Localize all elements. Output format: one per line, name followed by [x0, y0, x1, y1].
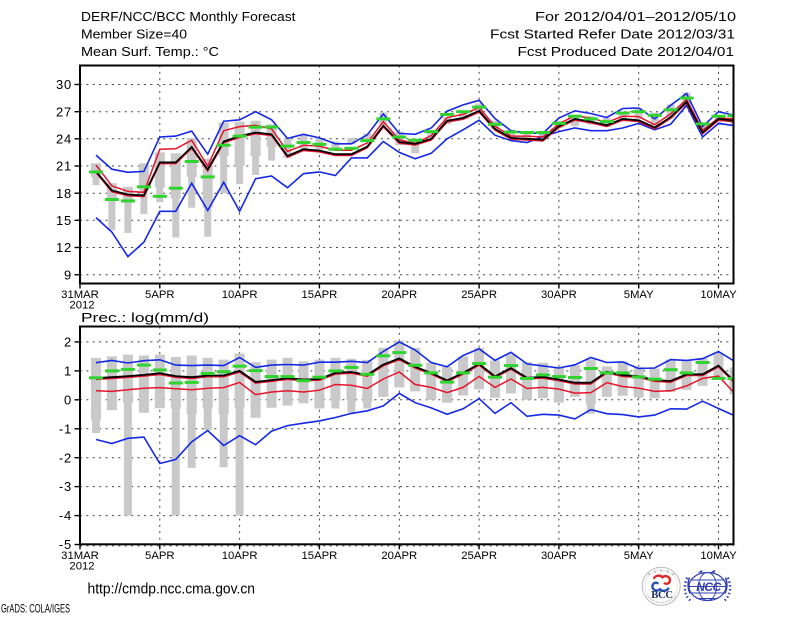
svg-text:NCC: NCC	[696, 580, 721, 594]
svg-text:Fcst Started Refer Date 2012/0: Fcst Started Refer Date 2012/03/31	[490, 28, 735, 42]
svg-text:31MAR: 31MAR	[61, 289, 99, 301]
svg-text:30APR: 30APR	[541, 550, 577, 562]
svg-text:DERF/NCC/BCC Monthly Forecast: DERF/NCC/BCC Monthly Forecast	[81, 10, 296, 24]
svg-text:2012: 2012	[69, 560, 94, 572]
svg-text:21: 21	[56, 159, 72, 174]
svg-text:2: 2	[64, 335, 72, 350]
svg-text:5APR: 5APR	[145, 289, 175, 301]
svg-text:5APR: 5APR	[145, 550, 175, 562]
svg-text:5MAY: 5MAY	[624, 550, 654, 562]
svg-text:15APR: 15APR	[302, 289, 338, 301]
svg-text:-4: -4	[59, 508, 72, 523]
svg-text:-5: -5	[59, 537, 72, 552]
svg-text:BCC: BCC	[651, 590, 673, 601]
svg-text:27: 27	[56, 104, 72, 119]
svg-text:-1: -1	[59, 421, 72, 436]
svg-text:25APR: 25APR	[461, 550, 497, 562]
svg-text:1: 1	[64, 364, 72, 379]
svg-text:GrADS: COLA/IGES: GrADS: COLA/IGES	[1, 603, 71, 616]
svg-text:0: 0	[64, 392, 72, 407]
svg-text:10APR: 10APR	[222, 289, 258, 301]
svg-text:Fcst Produced Date 2012/04/01: Fcst Produced Date 2012/04/01	[518, 45, 735, 59]
svg-text:http://cmdp.ncc.cma.gov.cn: http://cmdp.ncc.cma.gov.cn	[88, 582, 256, 598]
svg-text:12: 12	[56, 240, 72, 255]
svg-text:30: 30	[56, 77, 72, 92]
svg-text:2012: 2012	[69, 300, 94, 312]
svg-text:31MAR: 31MAR	[61, 550, 99, 562]
svg-text:20APR: 20APR	[381, 289, 417, 301]
svg-text:9: 9	[64, 267, 72, 282]
svg-text:30APR: 30APR	[541, 289, 577, 301]
svg-text:18: 18	[56, 186, 72, 201]
svg-text:10MAY: 10MAY	[700, 289, 737, 301]
svg-text:10MAY: 10MAY	[700, 550, 737, 562]
svg-text:-3: -3	[59, 479, 72, 494]
svg-text:20APR: 20APR	[381, 550, 417, 562]
svg-text:Mean Surf. Temp.: °C: Mean Surf. Temp.: °C	[81, 45, 219, 59]
svg-text:For 2012/04/01–2012/05/10: For 2012/04/01–2012/05/10	[535, 10, 736, 24]
svg-text:-2: -2	[59, 450, 72, 465]
svg-text:10APR: 10APR	[222, 550, 258, 562]
svg-text:25APR: 25APR	[461, 289, 497, 301]
svg-text:5MAY: 5MAY	[624, 289, 654, 301]
svg-text:Member Size=40: Member Size=40	[81, 28, 187, 42]
svg-text:Prec.: log(mm/d): Prec.: log(mm/d)	[81, 311, 209, 325]
svg-text:24: 24	[56, 131, 72, 146]
svg-text:15APR: 15APR	[302, 550, 338, 562]
svg-text:15: 15	[56, 213, 72, 228]
